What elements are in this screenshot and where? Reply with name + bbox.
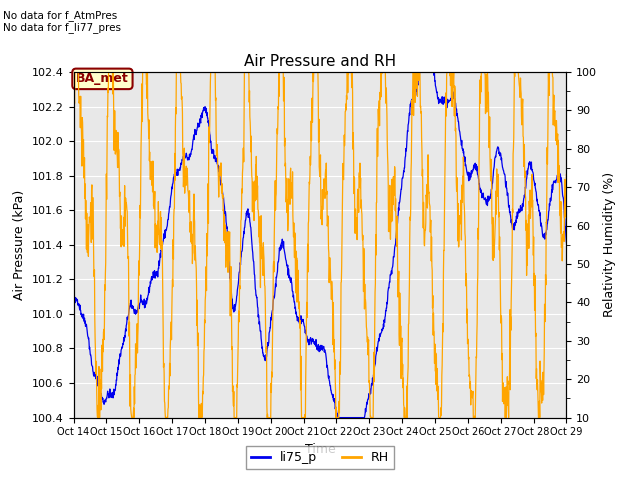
RH [557, 230, 564, 236]
RH [298, 415, 306, 420]
Text: BA_met: BA_met [76, 72, 129, 85]
Y-axis label: Relativity Humidity (%): Relativity Humidity (%) [603, 172, 616, 317]
li75_p [70, 303, 77, 309]
RH [509, 206, 516, 212]
Title: Air Pressure and RH: Air Pressure and RH [244, 54, 396, 70]
RH [436, 415, 444, 420]
Text: No data for f_AtmPres: No data for f_AtmPres [3, 11, 118, 22]
li75_p [307, 335, 314, 340]
RH [70, 102, 77, 108]
li75_p [557, 174, 564, 180]
Line: RH: RH [74, 72, 566, 418]
Y-axis label: Air Pressure (kPa): Air Pressure (kPa) [13, 190, 26, 300]
RH [94, 415, 102, 420]
Text: No data for f_li77_pres: No data for f_li77_pres [3, 22, 121, 33]
li75_p [563, 239, 570, 245]
li75_p [147, 281, 154, 287]
Legend: li75_p, RH: li75_p, RH [246, 446, 394, 469]
li75_p [436, 99, 444, 105]
Line: li75_p: li75_p [74, 72, 566, 418]
li75_p [334, 415, 342, 420]
RH [563, 172, 570, 178]
RH [307, 118, 315, 124]
li75_p [416, 69, 424, 75]
RH [147, 165, 155, 171]
X-axis label: Time: Time [305, 443, 335, 456]
li75_p [509, 225, 516, 231]
li75_p [298, 313, 305, 319]
RH [71, 69, 79, 75]
